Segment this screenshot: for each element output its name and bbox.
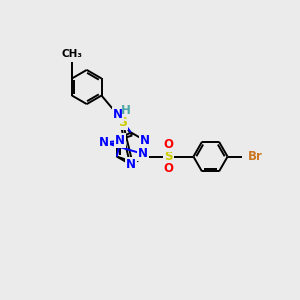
Text: N: N <box>112 108 123 121</box>
Text: Br: Br <box>248 150 262 163</box>
Text: H: H <box>121 104 131 117</box>
Text: N: N <box>140 134 150 147</box>
Text: N: N <box>138 147 148 161</box>
Text: O: O <box>164 138 173 151</box>
Text: S: S <box>118 116 127 129</box>
Text: N: N <box>115 134 125 147</box>
Text: S: S <box>164 150 173 163</box>
Text: CH₃: CH₃ <box>61 49 82 59</box>
Text: N: N <box>126 158 136 171</box>
Text: O: O <box>164 163 173 176</box>
Text: N: N <box>99 136 109 149</box>
